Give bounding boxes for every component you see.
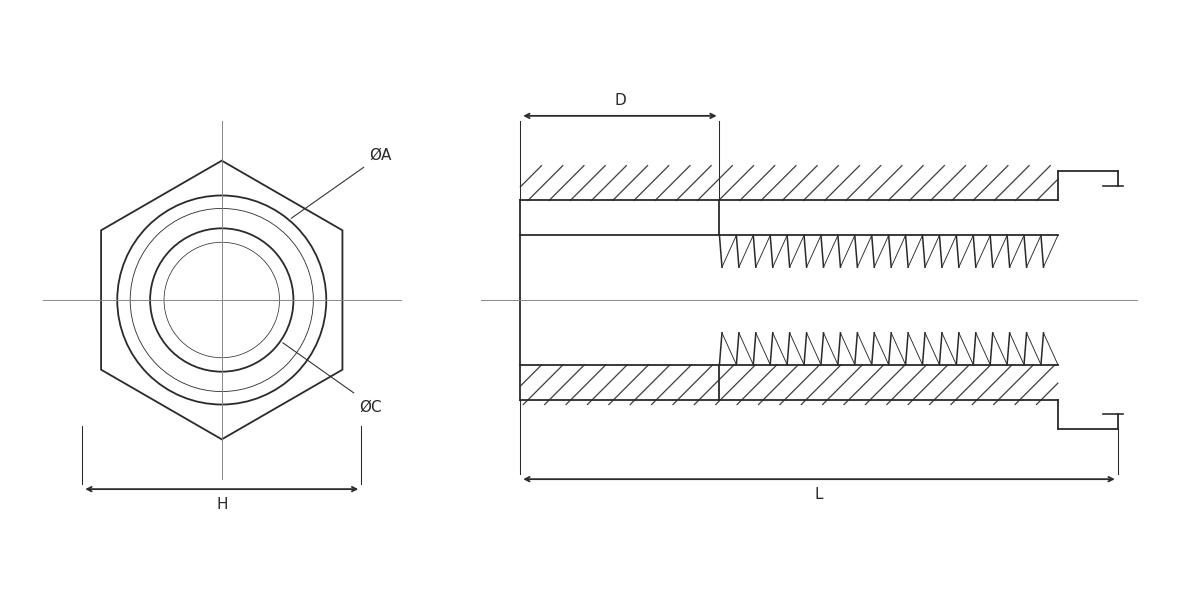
Text: D: D bbox=[614, 93, 625, 108]
Text: L: L bbox=[815, 487, 823, 502]
Text: H: H bbox=[216, 497, 228, 512]
Text: ØC: ØC bbox=[359, 400, 382, 415]
Text: ØA: ØA bbox=[370, 148, 391, 163]
